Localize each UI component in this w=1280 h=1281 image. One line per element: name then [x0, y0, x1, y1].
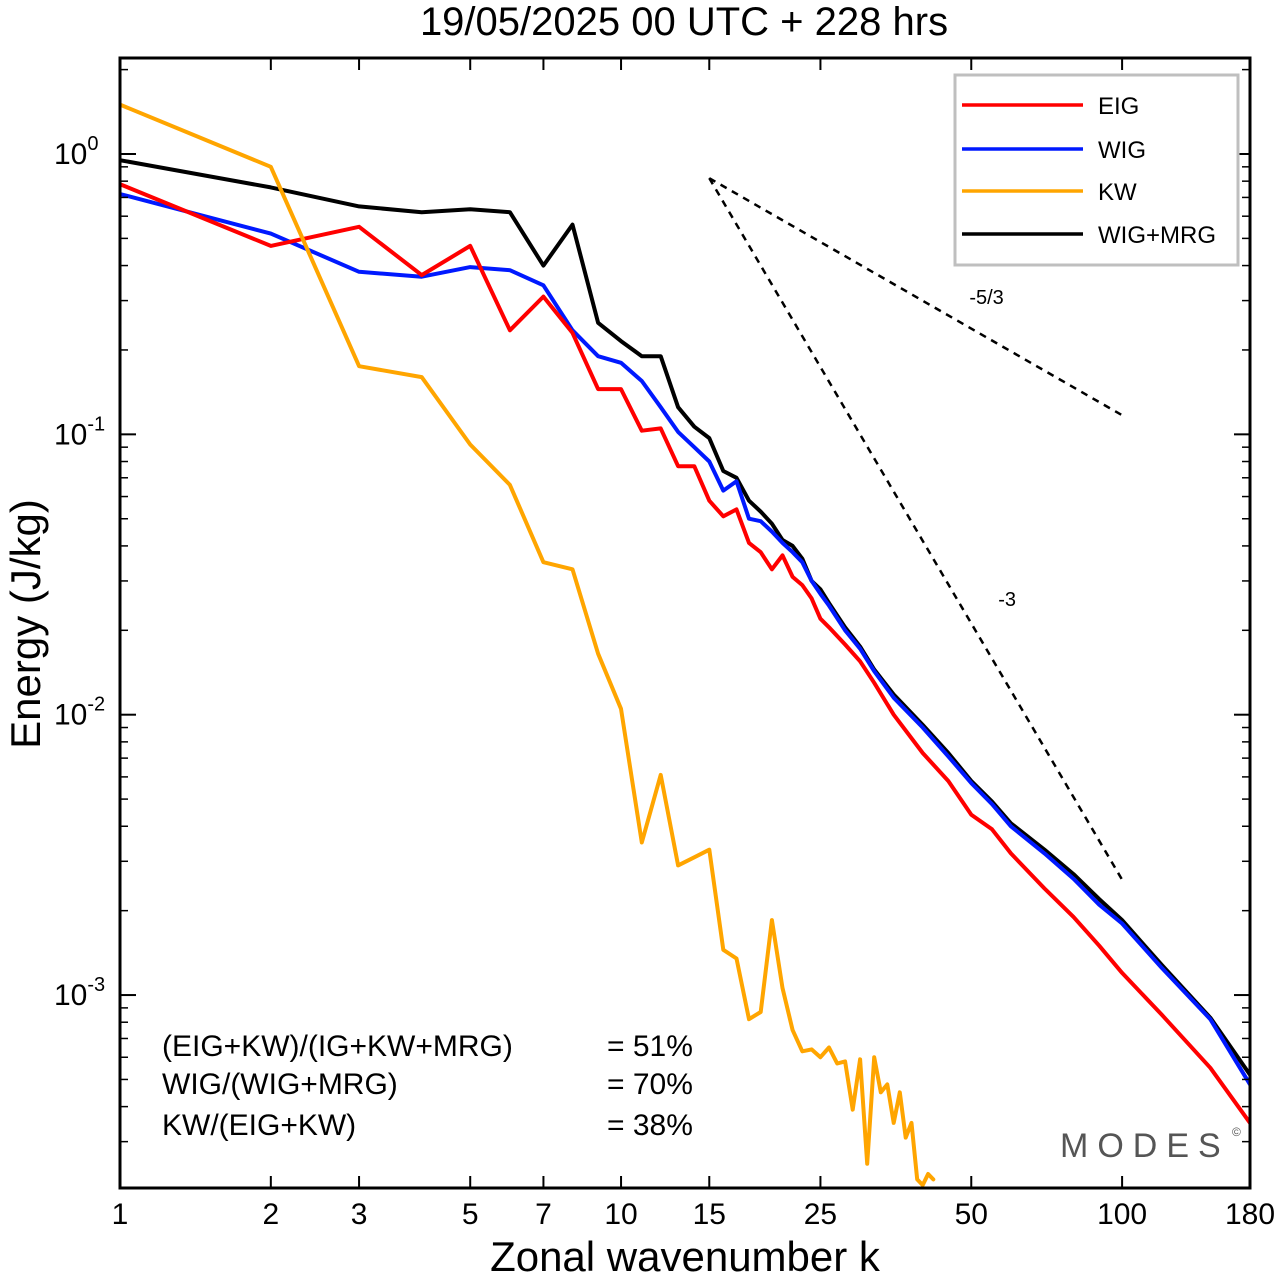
x-tick-label-100: 100 [1097, 1198, 1147, 1231]
annotation-kw-label: KW/(EIG+KW) [162, 1109, 356, 1142]
annotation-wig-label: WIG/(WIG+MRG) [162, 1068, 398, 1101]
annotation-eig-kw-label: (EIG+KW)/(IG+KW+MRG) [162, 1030, 513, 1063]
plot-frame [118, 56, 1252, 1190]
x-axis-title: Zonal wavenumber k [490, 1233, 881, 1280]
reference-slopes: -5/3 -3 [708, 177, 1124, 881]
reference-slope-label-2: -3 [998, 589, 1016, 611]
y-tick-label--3: 10-3 [54, 974, 105, 1012]
annotation-wig-value: = 70% [607, 1068, 693, 1101]
x-tick-label-10: 10 [604, 1198, 637, 1231]
reference-slope-label-1: -5/3 [969, 287, 1003, 309]
series-line-kw [120, 102, 936, 1188]
x-tick-label-1: 1 [112, 1198, 129, 1231]
x-tick-label-3: 3 [351, 1198, 368, 1231]
x-tick-label-50: 50 [955, 1198, 988, 1231]
modes-watermark: MODES [1060, 1127, 1230, 1165]
legend-label-eig: EIG [1098, 93, 1139, 120]
annotation-eig-kw-value: = 51% [607, 1030, 693, 1063]
axis-ticks: 1 2 3 5 7 10 15 25 50 100 180 100 10-1 10-2 10-3 [54, 58, 1275, 1231]
series-layer [120, 102, 1250, 1188]
x-tick-label-2: 2 [262, 1198, 279, 1231]
series-line-wig-mrg [120, 158, 1250, 1077]
x-tick-label-7: 7 [535, 1198, 552, 1231]
chart-title: 19/05/2025 00 UTC + 228 hrs [420, 0, 948, 44]
y-tick-label--1: 10-1 [54, 413, 105, 451]
x-tick-label-25: 25 [804, 1198, 837, 1231]
series-line-eig [120, 182, 1250, 1125]
x-tick-label-5: 5 [462, 1198, 479, 1231]
legend-label-kw: KW [1098, 179, 1137, 206]
annotation-kw-value: = 38% [607, 1109, 693, 1142]
series-line-wig [120, 192, 1250, 1087]
legend: EIG WIG KW WIG+MRG [953, 73, 1240, 267]
copyright-icon: © [1232, 1125, 1241, 1139]
reference-slope-line-2 [708, 177, 1124, 881]
y-axis-title: Energy (J/kg) [2, 499, 49, 749]
y-tick-label--2: 10-2 [54, 694, 105, 732]
reference-slope-line-1 [708, 177, 1123, 417]
ratio-annotations: (EIG+KW)/(IG+KW+MRG) = 51% WIG/(WIG+MRG)… [162, 1030, 693, 1142]
y-tick-label-0: 100 [54, 133, 99, 171]
legend-label-wig-mrg: WIG+MRG [1098, 222, 1216, 249]
x-tick-label-15: 15 [693, 1198, 726, 1231]
x-tick-label-180: 180 [1225, 1198, 1275, 1231]
legend-label-wig: WIG [1098, 137, 1146, 164]
